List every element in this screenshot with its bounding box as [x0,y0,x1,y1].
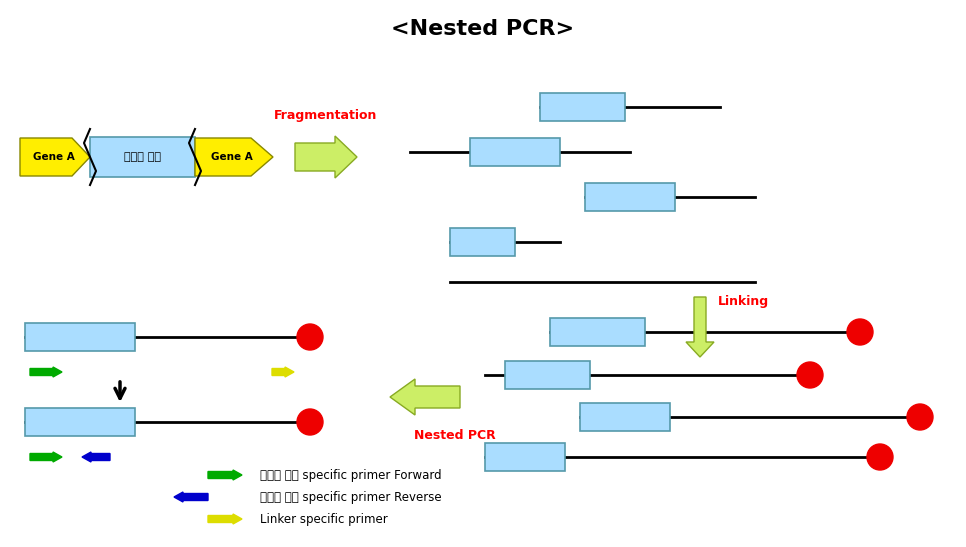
FancyArrow shape [195,138,273,176]
FancyBboxPatch shape [25,323,135,351]
Text: Gene A: Gene A [33,152,75,162]
Circle shape [297,409,323,435]
Circle shape [867,444,893,470]
Text: 항생제 마커 specific primer Reverse: 항생제 마커 specific primer Reverse [260,491,441,503]
Text: Linker specific primer: Linker specific primer [260,513,387,526]
Text: <Nested PCR>: <Nested PCR> [391,19,575,39]
FancyBboxPatch shape [450,228,515,256]
FancyBboxPatch shape [90,137,195,177]
Circle shape [797,362,823,388]
FancyBboxPatch shape [580,403,670,431]
Circle shape [297,324,323,350]
FancyArrow shape [686,297,714,357]
FancyBboxPatch shape [540,93,625,121]
Circle shape [907,404,933,430]
Text: Fragmentation: Fragmentation [274,109,378,122]
Text: Linking: Linking [718,295,769,309]
FancyArrow shape [272,367,294,377]
FancyBboxPatch shape [470,138,560,166]
FancyArrow shape [30,452,62,462]
Text: Nested PCR: Nested PCR [414,429,496,442]
FancyArrow shape [30,367,62,377]
FancyBboxPatch shape [585,183,675,211]
FancyBboxPatch shape [485,443,565,471]
FancyBboxPatch shape [505,361,590,389]
Text: 항생제 마커 specific primer Forward: 항생제 마커 specific primer Forward [260,468,441,481]
Circle shape [847,319,873,345]
FancyArrow shape [390,379,460,415]
FancyArrow shape [174,492,208,502]
FancyBboxPatch shape [25,408,135,436]
FancyArrow shape [208,514,242,524]
FancyBboxPatch shape [550,318,645,346]
FancyArrow shape [295,136,357,178]
FancyArrow shape [82,452,110,462]
FancyArrow shape [20,138,90,176]
Text: 항생제 마커: 항생제 마커 [124,152,161,162]
Text: Gene A: Gene A [212,152,253,162]
FancyArrow shape [208,470,242,480]
